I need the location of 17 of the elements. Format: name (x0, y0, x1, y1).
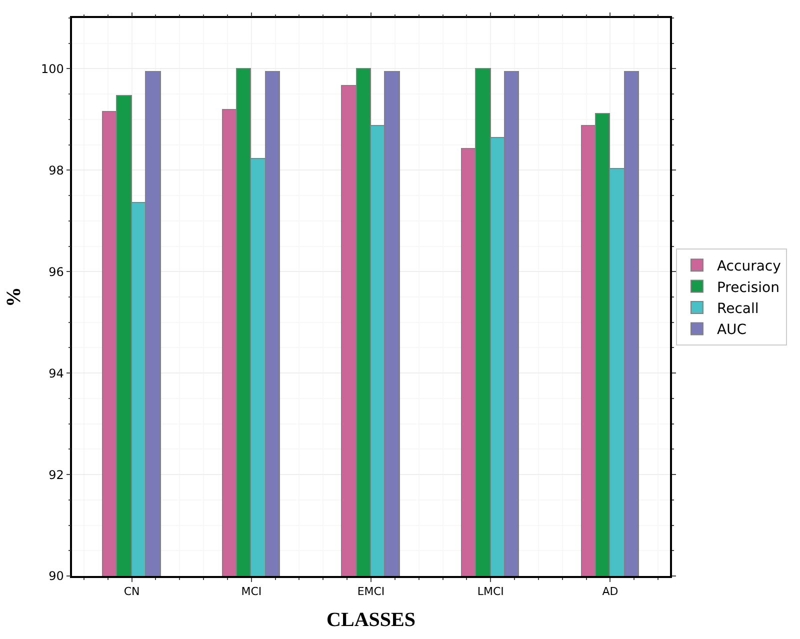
legend-label: Recall (716, 300, 759, 317)
y-axis-title: % (2, 287, 25, 307)
legend-label: Accuracy (716, 258, 781, 275)
y-tick-label: 94 (48, 366, 64, 380)
y-tick-label: 100 (40, 62, 64, 76)
x-tick-label: CN (124, 584, 140, 598)
x-tick-label: MCI (241, 584, 262, 598)
y-tick-label: 90 (48, 569, 64, 584)
x-axis-title: CLASSES (326, 608, 416, 631)
legend-label: AUC (716, 322, 747, 338)
y-tick-label: 98 (48, 163, 64, 178)
x-tick-label: AD (602, 584, 618, 598)
y-tick-label: 92 (48, 468, 64, 482)
y-tick-label: 96 (48, 264, 64, 279)
legend-label: Precision (716, 280, 780, 296)
x-tick-label: LMCI (477, 584, 504, 598)
x-tick-label: EMCI (357, 584, 385, 598)
